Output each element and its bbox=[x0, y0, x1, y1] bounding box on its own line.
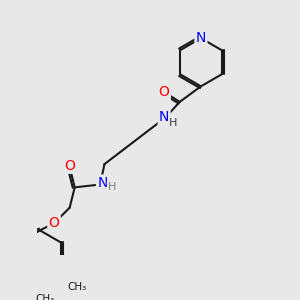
Text: CH₃: CH₃ bbox=[35, 294, 55, 300]
Text: N: N bbox=[196, 31, 206, 45]
Text: N: N bbox=[97, 176, 108, 190]
Text: O: O bbox=[64, 159, 75, 172]
Text: O: O bbox=[159, 85, 170, 99]
Text: CH₃: CH₃ bbox=[68, 282, 87, 292]
Text: H: H bbox=[108, 182, 116, 192]
Text: H: H bbox=[169, 118, 178, 128]
Text: O: O bbox=[49, 216, 59, 230]
Text: N: N bbox=[159, 110, 169, 124]
